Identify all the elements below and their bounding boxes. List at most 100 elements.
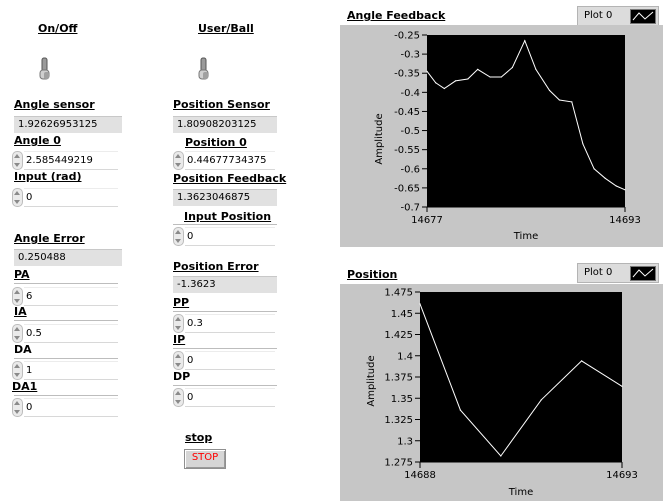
angle-legend-label: Plot 0 <box>584 10 613 21</box>
angle-data-point <box>548 89 551 92</box>
angle-x-max-label: 14693 <box>609 215 641 226</box>
angle-y-tick-label: -0.25 <box>394 31 420 42</box>
pa-separator <box>14 283 118 284</box>
dp-spinner[interactable] <box>173 388 184 407</box>
da-field[interactable]: 1 <box>24 361 118 380</box>
da-separator <box>14 358 118 359</box>
angle-data-point <box>604 177 606 179</box>
da1-spinner[interactable] <box>12 398 23 417</box>
position-sensor-label: Position Sensor <box>173 98 270 111</box>
position-y-tick-label: 1.425 <box>384 330 413 341</box>
position-data-point <box>459 409 461 411</box>
da1-field[interactable]: 0 <box>24 398 118 417</box>
ip-separator <box>173 348 277 349</box>
position0-field[interactable]: 0.44677734375 <box>185 151 275 170</box>
angle-data-point <box>467 78 469 80</box>
angle-y-tick-label: -0.3 <box>400 50 420 61</box>
da-label: DA <box>14 343 32 356</box>
position-y-tick-label: 1.4 <box>397 351 413 362</box>
position-y-tick-label: 1.375 <box>384 373 413 384</box>
line-style-icon <box>630 266 656 281</box>
angle-graph-title: Angle Feedback <box>347 9 446 22</box>
position-data-point <box>581 360 583 362</box>
dp-numeric-control[interactable]: 0 <box>173 388 277 407</box>
angle0-label: Angle 0 <box>14 134 61 147</box>
angle-data-point <box>500 76 502 78</box>
angle0-field[interactable]: 2.585449219 <box>24 151 118 170</box>
position-data-point <box>621 385 623 387</box>
angle-data-point <box>524 40 526 42</box>
angle-data-point <box>535 68 537 70</box>
angle-data-point <box>624 189 626 191</box>
position-y-tick-label: 1.275 <box>384 458 413 469</box>
position-x-min-label: 14688 <box>404 470 436 481</box>
position-error-label: Position Error <box>173 260 259 273</box>
position-error-indicator: -1.3623 <box>173 276 277 293</box>
angle-data-point <box>454 80 457 82</box>
stop-button[interactable]: STOP <box>184 449 226 469</box>
angle0-numeric-control[interactable]: 2.585449219 <box>12 151 120 170</box>
angle-data-point <box>582 143 584 145</box>
da-numeric-control[interactable]: 1 <box>12 361 120 380</box>
pa-field[interactable]: 6 <box>24 287 118 306</box>
input-rad-spinner[interactable] <box>12 188 23 207</box>
input-rad-numeric-control[interactable]: 0 <box>12 188 120 207</box>
angle-y-tick-label: -0.5 <box>400 126 420 137</box>
angle-y-tick-label: -0.45 <box>394 107 420 118</box>
input-position-field[interactable]: 0 <box>185 227 275 246</box>
ia-label: IA <box>14 305 27 318</box>
position-feedback-label: Position Feedback <box>173 172 287 185</box>
angle-plot-legend[interactable]: Plot 0 <box>577 6 659 26</box>
angle-graph-svg: Amplitude -0.25 -0.3 -0.35 -0.4 -0.45 -0.5 -0.… <box>374 31 641 243</box>
position0-numeric-control[interactable]: 0.44677734375 <box>173 151 277 170</box>
angle-ylabel: Amplitude <box>374 113 385 164</box>
angle-xlabel: Time <box>513 231 538 242</box>
position-y-tick-label: 1.475 <box>384 288 413 299</box>
user-ball-toggle-switch[interactable] <box>197 56 211 82</box>
position-data-point <box>500 455 502 457</box>
on-off-label: On/Off <box>38 22 78 35</box>
pa-numeric-control[interactable]: 6 <box>12 287 120 306</box>
da-spinner[interactable] <box>12 361 23 380</box>
angle-data-point <box>435 82 437 84</box>
ip-spinner[interactable] <box>173 351 184 370</box>
input-rad-field[interactable]: 0 <box>24 188 118 207</box>
position-xlabel: Time <box>508 487 533 498</box>
dp-separator <box>173 385 277 386</box>
ia-numeric-control[interactable]: 0.5 <box>12 324 120 343</box>
input-position-separator <box>173 224 277 225</box>
angle-data-point <box>615 185 617 187</box>
da1-separator <box>14 395 118 396</box>
angle-data-point <box>571 101 573 103</box>
angle-y-tick-label: -0.55 <box>394 145 420 156</box>
ia-field[interactable]: 0.5 <box>24 324 118 343</box>
da1-numeric-control[interactable]: 0 <box>12 398 120 417</box>
ip-label: IP <box>173 333 186 346</box>
position-plot-legend[interactable]: Plot 0 <box>577 263 659 283</box>
ia-separator <box>14 320 118 321</box>
pa-spinner[interactable] <box>12 287 23 306</box>
pp-field[interactable]: 0.3 <box>185 314 275 333</box>
angle-data-point <box>558 99 561 101</box>
pp-spinner[interactable] <box>173 314 184 333</box>
ip-numeric-control[interactable]: 0 <box>173 351 277 370</box>
position-graph-title: Position <box>347 268 398 281</box>
position0-spinner[interactable] <box>173 151 184 170</box>
input-position-numeric-control[interactable]: 0 <box>173 227 277 246</box>
pp-separator <box>173 311 277 312</box>
dp-field[interactable]: 0 <box>185 388 275 407</box>
input-position-spinner[interactable] <box>173 227 184 246</box>
position-graph-frame: Amplitude 1.475 1.45 1.425 1.4 1.375 1.35 1.32… <box>340 284 663 501</box>
position-y-tick-label: 1.325 <box>384 415 413 426</box>
pp-numeric-control[interactable]: 0.3 <box>173 314 277 333</box>
position-y-tick-label: 1.45 <box>391 309 413 320</box>
angle-error-label: Angle Error <box>14 232 85 245</box>
position-data-point <box>419 303 421 305</box>
input-position-label: Input Position <box>184 210 272 223</box>
angle0-spinner[interactable] <box>12 151 23 170</box>
ia-spinner[interactable] <box>12 324 23 343</box>
position-graph-svg: Amplitude 1.475 1.45 1.425 1.4 1.375 1.35 1.32… <box>366 288 638 499</box>
on-off-toggle-switch[interactable] <box>38 56 52 82</box>
ip-field[interactable]: 0 <box>185 351 275 370</box>
stop-label: stop <box>185 431 213 444</box>
